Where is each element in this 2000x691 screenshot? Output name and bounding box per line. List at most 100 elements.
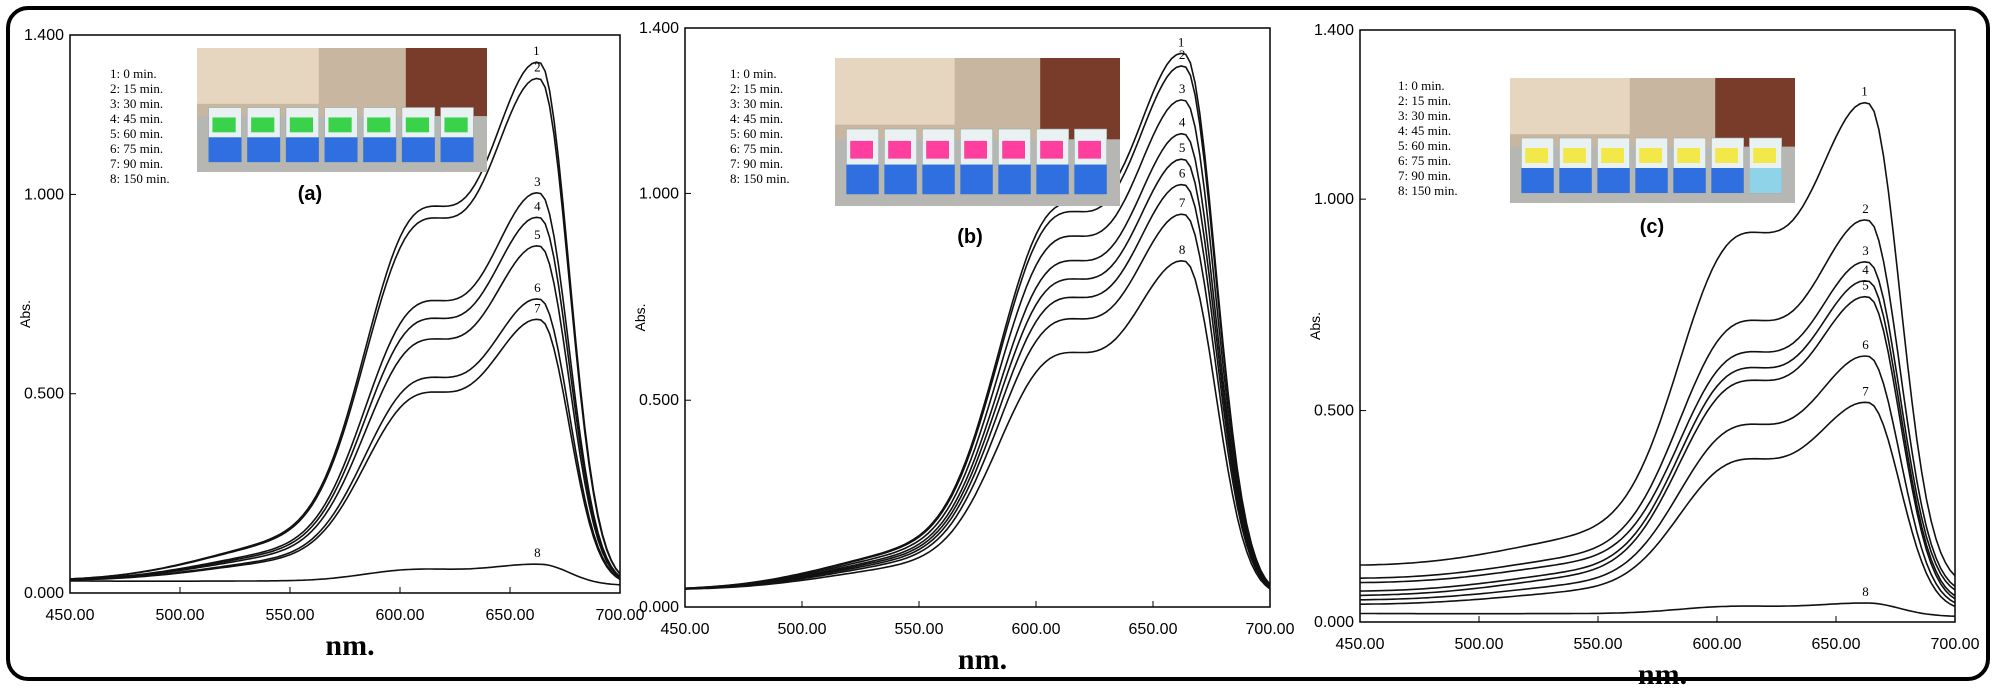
panel-label: (c): [1640, 216, 1664, 238]
series-number-label: 7: [1179, 195, 1186, 210]
photo-solution: [960, 164, 993, 195]
photo-beaker-label: [1040, 140, 1063, 159]
y-tick-label: 1.000: [24, 186, 64, 203]
x-tick-label: 700.00: [1931, 636, 1980, 653]
series-number-label: 8: [1862, 584, 1869, 599]
legend-entry: 1: 0 min.: [730, 66, 777, 81]
series-line-5: [1359, 295, 1956, 600]
series-number-label: 2: [534, 59, 541, 74]
x-tick-label: 550.00: [266, 607, 315, 624]
photo-solution: [846, 164, 879, 195]
legend-entry: 7: 90 min.: [730, 156, 783, 171]
photo-beaker-label: [212, 117, 236, 133]
photo-beaker-label: [1639, 148, 1662, 163]
legend-entry: 6: 75 min.: [110, 141, 163, 156]
series-line-8: [70, 563, 621, 586]
photo-wall: [197, 48, 319, 104]
y-tick-label: 1.400: [639, 20, 679, 37]
x-tick-label: 650.00: [486, 607, 535, 624]
series-number-label: 6: [534, 280, 541, 295]
photo-beaker-label: [1677, 148, 1700, 163]
series-number-label: 3: [534, 174, 541, 189]
photo-solution: [285, 137, 319, 163]
legend-entry: 6: 75 min.: [730, 141, 783, 156]
series-line-4: [1359, 279, 1956, 597]
series-number-label: 2: [1179, 47, 1186, 62]
x-tick-label: 550.00: [1574, 636, 1623, 653]
y-tick-label: 0.000: [639, 599, 679, 616]
x-axis-label: nm.: [958, 643, 1007, 676]
legend-entry: 8: 150 min.: [730, 171, 790, 186]
legend-entry: 8: 150 min.: [1398, 183, 1458, 198]
photo-door: [1715, 78, 1795, 147]
photo-door: [405, 48, 487, 117]
series-line-8: [684, 259, 1271, 590]
photo-beaker-label: [1753, 148, 1776, 163]
series-number-label: 7: [534, 300, 541, 315]
x-axis-label: nm.: [1638, 658, 1687, 691]
series-number-label: 2: [1862, 201, 1869, 216]
photo-solution: [1749, 168, 1782, 193]
x-tick-label: 500.00: [1455, 636, 1504, 653]
y-tick-label: 1.000: [639, 185, 679, 202]
photo-beaker-label: [367, 117, 391, 133]
photo-solution: [1074, 164, 1107, 195]
photo-solution: [363, 137, 397, 163]
photo-beaker-label: [251, 117, 275, 133]
photo-solution: [1711, 168, 1744, 193]
photo-solution: [1635, 168, 1668, 193]
x-tick-label: 450.00: [1336, 636, 1385, 653]
series-line-3: [1359, 260, 1956, 591]
series-number-label: 1: [1178, 34, 1185, 49]
photo-beaker-label: [1563, 148, 1586, 163]
plot-area: [69, 34, 621, 594]
legend-entry: 4: 45 min.: [110, 111, 163, 126]
photo-beaker-label: [1715, 148, 1738, 163]
legend-entry: 3: 30 min.: [110, 96, 163, 111]
chart-panel-b: 450.00 500.00 550.00 600.00 650.00 700.00 0.00…: [630, 10, 1310, 680]
legend-entry: 8: 150 min.: [110, 171, 170, 186]
series-line-5: [69, 244, 621, 581]
photo-solution: [998, 164, 1031, 195]
photo-solution: [1559, 168, 1592, 193]
series-number-label: 8: [1179, 242, 1186, 257]
x-tick-label: 600.00: [1012, 621, 1061, 638]
photo-beaker-label: [444, 117, 468, 133]
series-line-1: [1360, 101, 1956, 577]
legend-entry: 7: 90 min.: [110, 156, 163, 171]
x-axis-label: nm.: [325, 629, 374, 662]
series-number-label: 5: [534, 227, 541, 242]
figure-frame: [6, 6, 1990, 681]
x-tick-label: 500.00: [156, 607, 205, 624]
legend-entry: 4: 45 min.: [730, 111, 783, 126]
legend-entry: 2: 15 min.: [730, 81, 783, 96]
y-tick-label: 1.400: [24, 27, 64, 44]
y-axis-label: Abs.: [17, 300, 33, 328]
photo-solution: [324, 137, 358, 163]
photo-door: [1040, 58, 1120, 140]
chart-b-svg: 450.00 500.00 550.00 600.00 650.00 700.00 0.00…: [632, 20, 1295, 676]
series-line-3: [69, 191, 621, 581]
x-tick-label: 600.00: [376, 607, 425, 624]
x-tick-label: 700.00: [1246, 621, 1295, 638]
series-number-label: 4: [534, 198, 541, 213]
series-number-label: 6: [1179, 166, 1186, 181]
plot-area: [684, 27, 1271, 608]
legend-entry: 2: 15 min.: [110, 81, 163, 96]
photo-solution: [208, 137, 242, 163]
legend-entry: 4: 45 min.: [1398, 123, 1451, 138]
photo-solution: [440, 137, 474, 163]
photo-beaker-label: [888, 140, 911, 159]
series-line-7: [1360, 401, 1956, 608]
plot-area: [1359, 29, 1956, 623]
photo-solution: [1673, 168, 1706, 193]
photo-beaker-label: [926, 140, 949, 159]
legend-entry: 6: 75 min.: [1398, 153, 1451, 168]
photo-solution: [247, 137, 281, 163]
y-tick-label: 0.500: [24, 386, 64, 403]
series-number-label: 4: [1862, 262, 1869, 277]
series-number-label: 5: [1179, 140, 1186, 155]
photo-solution: [401, 137, 435, 163]
series-line-7: [684, 213, 1271, 590]
y-axis-label: Abs.: [1307, 312, 1323, 340]
